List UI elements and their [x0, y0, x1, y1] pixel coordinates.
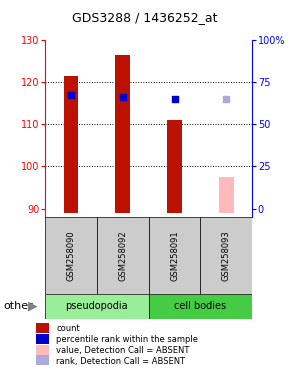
- Text: ▶: ▶: [28, 300, 37, 313]
- Bar: [36, 334, 49, 344]
- Text: value, Detection Call = ABSENT: value, Detection Call = ABSENT: [56, 346, 190, 355]
- Text: GSM258090: GSM258090: [66, 230, 75, 281]
- Bar: [45, 294, 148, 319]
- Bar: [45, 217, 97, 294]
- Text: GSM258093: GSM258093: [222, 230, 231, 281]
- Bar: [36, 344, 49, 355]
- Text: count: count: [56, 324, 80, 333]
- Bar: [167, 120, 182, 213]
- Bar: [148, 217, 200, 294]
- Bar: [115, 55, 130, 213]
- Bar: [97, 217, 148, 294]
- Text: cell bodies: cell bodies: [174, 301, 226, 311]
- Bar: [64, 76, 78, 213]
- Text: other: other: [3, 301, 33, 311]
- Text: GSM258092: GSM258092: [118, 230, 127, 281]
- Point: [172, 96, 177, 102]
- Bar: [200, 217, 252, 294]
- Text: percentile rank within the sample: percentile rank within the sample: [56, 336, 198, 344]
- Point: [68, 92, 73, 98]
- Bar: [36, 355, 49, 365]
- Text: GSM258091: GSM258091: [170, 230, 179, 281]
- Point: [224, 96, 229, 102]
- Text: GDS3288 / 1436252_at: GDS3288 / 1436252_at: [72, 11, 218, 24]
- Bar: [148, 294, 252, 319]
- Point: [120, 94, 125, 100]
- Text: pseudopodia: pseudopodia: [66, 301, 128, 311]
- Bar: [36, 323, 49, 333]
- Text: rank, Detection Call = ABSENT: rank, Detection Call = ABSENT: [56, 357, 186, 366]
- Bar: [219, 177, 234, 213]
